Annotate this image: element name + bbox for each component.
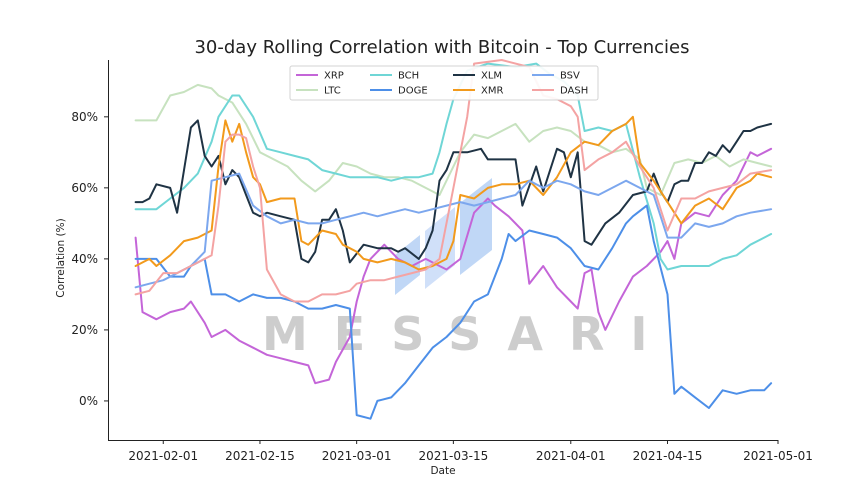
series-line-doge — [134, 204, 773, 420]
series-line-xrp — [134, 147, 773, 385]
y-tick-label: 80% — [71, 110, 98, 124]
y-tick-label: 0% — [79, 394, 98, 408]
x-tick-label: 2021-04-15 — [633, 449, 703, 463]
series-line-bsv — [134, 172, 773, 289]
legend-label-xmr: XMR — [481, 86, 503, 97]
y-tick-label: 20% — [71, 323, 98, 337]
x-tick-label: 2021-02-15 — [225, 449, 295, 463]
legend-label-bsv: BSV — [560, 71, 580, 82]
x-tick-label: 2021-05-01 — [743, 449, 813, 463]
legend-label-xrp: XRP — [324, 71, 344, 82]
x-tick-label: 2021-03-15 — [418, 449, 488, 463]
watermark: MESSARI — [262, 307, 674, 361]
series-line-ltc — [134, 83, 773, 196]
series-line-bch — [134, 62, 773, 271]
y-ticks: 0% 20% 40% 60% 80% — [71, 110, 108, 408]
x-tick-label: 2021-04-01 — [536, 449, 606, 463]
series-lines — [134, 59, 773, 420]
legend-label-dash: DASH — [560, 86, 588, 97]
legend-label-ltc: LTC — [324, 86, 341, 97]
legend-box — [289, 65, 599, 101]
y-tick-label: 60% — [71, 181, 98, 195]
legend-label-doge: DOGE — [398, 86, 428, 97]
series-line-xlm — [134, 119, 773, 264]
x-axis-label: Date — [430, 465, 455, 477]
legend-label-xlm: XLM — [481, 71, 502, 82]
x-tick-label: 2021-03-01 — [322, 449, 392, 463]
x-ticks: 2021-02-01 2021-02-15 2021-03-01 2021-03-15… — [128, 440, 813, 463]
y-axis-label: Correlation (%) — [55, 218, 67, 297]
legend: XRP LTC BCH DOGE XLM XMR BSV DASH — [289, 65, 599, 101]
x-tick-label: 2021-02-01 — [128, 449, 198, 463]
chart-title: 30-day Rolling Correlation with Bitcoin … — [194, 37, 689, 58]
series-line-xmr — [134, 115, 773, 271]
series-line-dash — [134, 59, 773, 303]
y-tick-label: 40% — [71, 252, 98, 266]
legend-label-bch: BCH — [398, 71, 419, 82]
